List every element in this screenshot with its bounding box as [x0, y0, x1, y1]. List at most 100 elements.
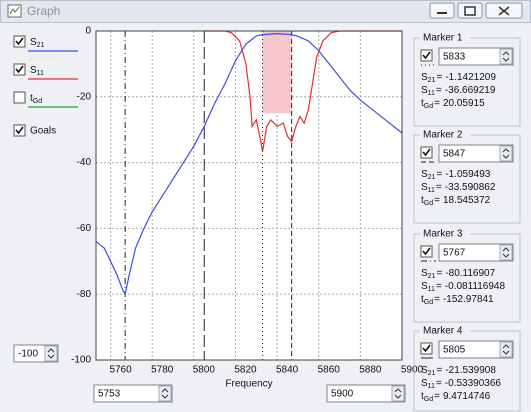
- x-tick-label: 5800: [193, 365, 216, 376]
- marker-readout: S21= -80.116907: [421, 268, 496, 280]
- readout-subscript: 21: [428, 174, 436, 181]
- legend-subscript: 21: [37, 42, 45, 49]
- goal-region: [262, 31, 292, 114]
- marker-readout: tGd= 18.545372: [421, 195, 491, 207]
- marker-frequency-spinbox[interactable]: [438, 47, 514, 66]
- readout-value: -80.116907: [445, 268, 495, 279]
- marker-readout: S11= -33.590862: [421, 182, 496, 194]
- readout-subscript: 11: [428, 187, 435, 194]
- series-checkbox-tick: [15, 37, 24, 46]
- marker-frequency-spinbox-arrows[interactable]: [499, 48, 513, 65]
- y-min-spinbox-arrows[interactable]: [44, 345, 58, 362]
- x-max-spinbox[interactable]: [326, 384, 406, 403]
- marker-title: Marker 4: [423, 326, 463, 337]
- marker-frequency-spinbox-arrows[interactable]: [499, 145, 513, 162]
- legend-label: S11: [30, 65, 44, 77]
- readout-value: -0.081116948: [445, 281, 506, 292]
- marker-readout: tGd= -152.97841: [421, 294, 494, 306]
- goals-checkbox-tick: [15, 126, 24, 135]
- window-title: Graph: [27, 4, 60, 18]
- readout-eq: =: [434, 195, 440, 206]
- goals-label: Goals: [30, 126, 56, 137]
- y-tick-label: 0: [85, 26, 91, 37]
- readout-value: -1.1421209: [445, 72, 496, 83]
- readout-eq: =: [436, 365, 442, 376]
- marker-readout: S21= -21.539908: [421, 365, 496, 377]
- readout-subscript: Gd: [424, 299, 433, 306]
- readout-symbol: t: [421, 98, 424, 109]
- marker-checkbox-tick: [422, 148, 431, 157]
- readout-value: -1.059493: [445, 169, 490, 180]
- marker-title: Marker 2: [423, 130, 463, 141]
- series-line: [95, 33, 403, 296]
- maximize-glyph: [464, 6, 476, 16]
- readout-symbol: t: [421, 195, 424, 206]
- readout-subscript: 21: [428, 77, 436, 84]
- y-tick-label: -40: [77, 157, 92, 168]
- readout-eq: =: [436, 85, 442, 96]
- legend-symbol: S: [30, 65, 37, 76]
- readout-value: 18.545372: [443, 195, 491, 206]
- marker-frequency-spinbox-glyph: [502, 51, 510, 62]
- readout-eq: =: [436, 72, 442, 83]
- readout-eq: =: [436, 268, 442, 279]
- legend-symbol: S: [30, 37, 37, 48]
- y-tick-label: -100: [71, 355, 91, 366]
- series-checkbox[interactable]: [13, 91, 26, 104]
- readout-value: -0.53390366: [445, 378, 502, 389]
- readout-symbol: S: [421, 378, 428, 389]
- marker-readout: tGd= 20.05915: [421, 98, 485, 110]
- readout-subscript: Gd: [424, 200, 433, 207]
- x-min-spinbox[interactable]: [93, 384, 173, 403]
- readout-symbol: S: [421, 365, 428, 376]
- x-tick-label: 5760: [109, 365, 132, 376]
- marker-readout: S11= -0.081116948: [421, 281, 505, 293]
- x-tick-label: 5820: [234, 365, 257, 376]
- marker-frequency-spinbox[interactable]: [438, 144, 514, 163]
- readout-symbol: S: [421, 182, 428, 193]
- x-tick-label: 5780: [151, 365, 174, 376]
- readout-eq: =: [436, 182, 442, 193]
- x-min-spinbox-glyph: [161, 388, 169, 399]
- readout-eq: =: [436, 378, 442, 389]
- legend-subscript: Gd: [33, 98, 42, 105]
- legend-subscript: 11: [37, 70, 44, 77]
- window-icon-glyph: [9, 6, 20, 15]
- series-line: [204, 30, 402, 152]
- marker-frequency-spinbox[interactable]: [438, 243, 514, 262]
- marker-checkbox-tick: [422, 344, 431, 353]
- readout-subscript: 21: [428, 273, 436, 280]
- marker-title: Marker 3: [423, 229, 463, 240]
- x-max-spinbox-value: 5900: [331, 389, 354, 400]
- minimize-button[interactable]: [429, 2, 455, 19]
- y-min-spinbox-glyph: [47, 348, 55, 359]
- maximize-button[interactable]: [457, 2, 483, 19]
- readout-symbol: S: [421, 85, 428, 96]
- marker-frequency-spinbox-glyph: [502, 148, 510, 159]
- x-min-spinbox-arrows[interactable]: [158, 385, 172, 402]
- readout-symbol: t: [421, 294, 424, 305]
- marker-frequency-spinbox-arrows[interactable]: [499, 244, 513, 261]
- marker-frequency-spinbox-value: 5833: [443, 52, 466, 63]
- marker-title-bg: [420, 326, 470, 336]
- readout-eq: =: [434, 98, 440, 109]
- marker-readout: S21= -1.1421209: [421, 72, 496, 84]
- readout-eq: =: [436, 169, 442, 180]
- readout-subscript: 11: [428, 286, 435, 293]
- marker-readout: S21= -1.059493: [421, 169, 491, 181]
- series-checkbox-tick: [15, 65, 24, 74]
- readout-subscript: 11: [428, 90, 435, 97]
- marker-frequency-spinbox-glyph: [502, 344, 510, 355]
- readout-symbol: t: [421, 391, 424, 402]
- readout-subscript: Gd: [424, 103, 433, 110]
- x-max-spinbox-arrows[interactable]: [391, 385, 405, 402]
- marker-readout: tGd= 9.4714746: [421, 391, 491, 403]
- marker-frequency-spinbox-value: 5805: [443, 345, 466, 356]
- marker-frequency-spinbox[interactable]: [438, 340, 514, 359]
- marker-title: Marker 1: [423, 33, 463, 44]
- readout-value: -33.590862: [445, 182, 496, 193]
- plot-frame: [95, 30, 403, 361]
- readout-subscript: 21: [428, 370, 436, 377]
- marker-frequency-spinbox-arrows[interactable]: [499, 341, 513, 358]
